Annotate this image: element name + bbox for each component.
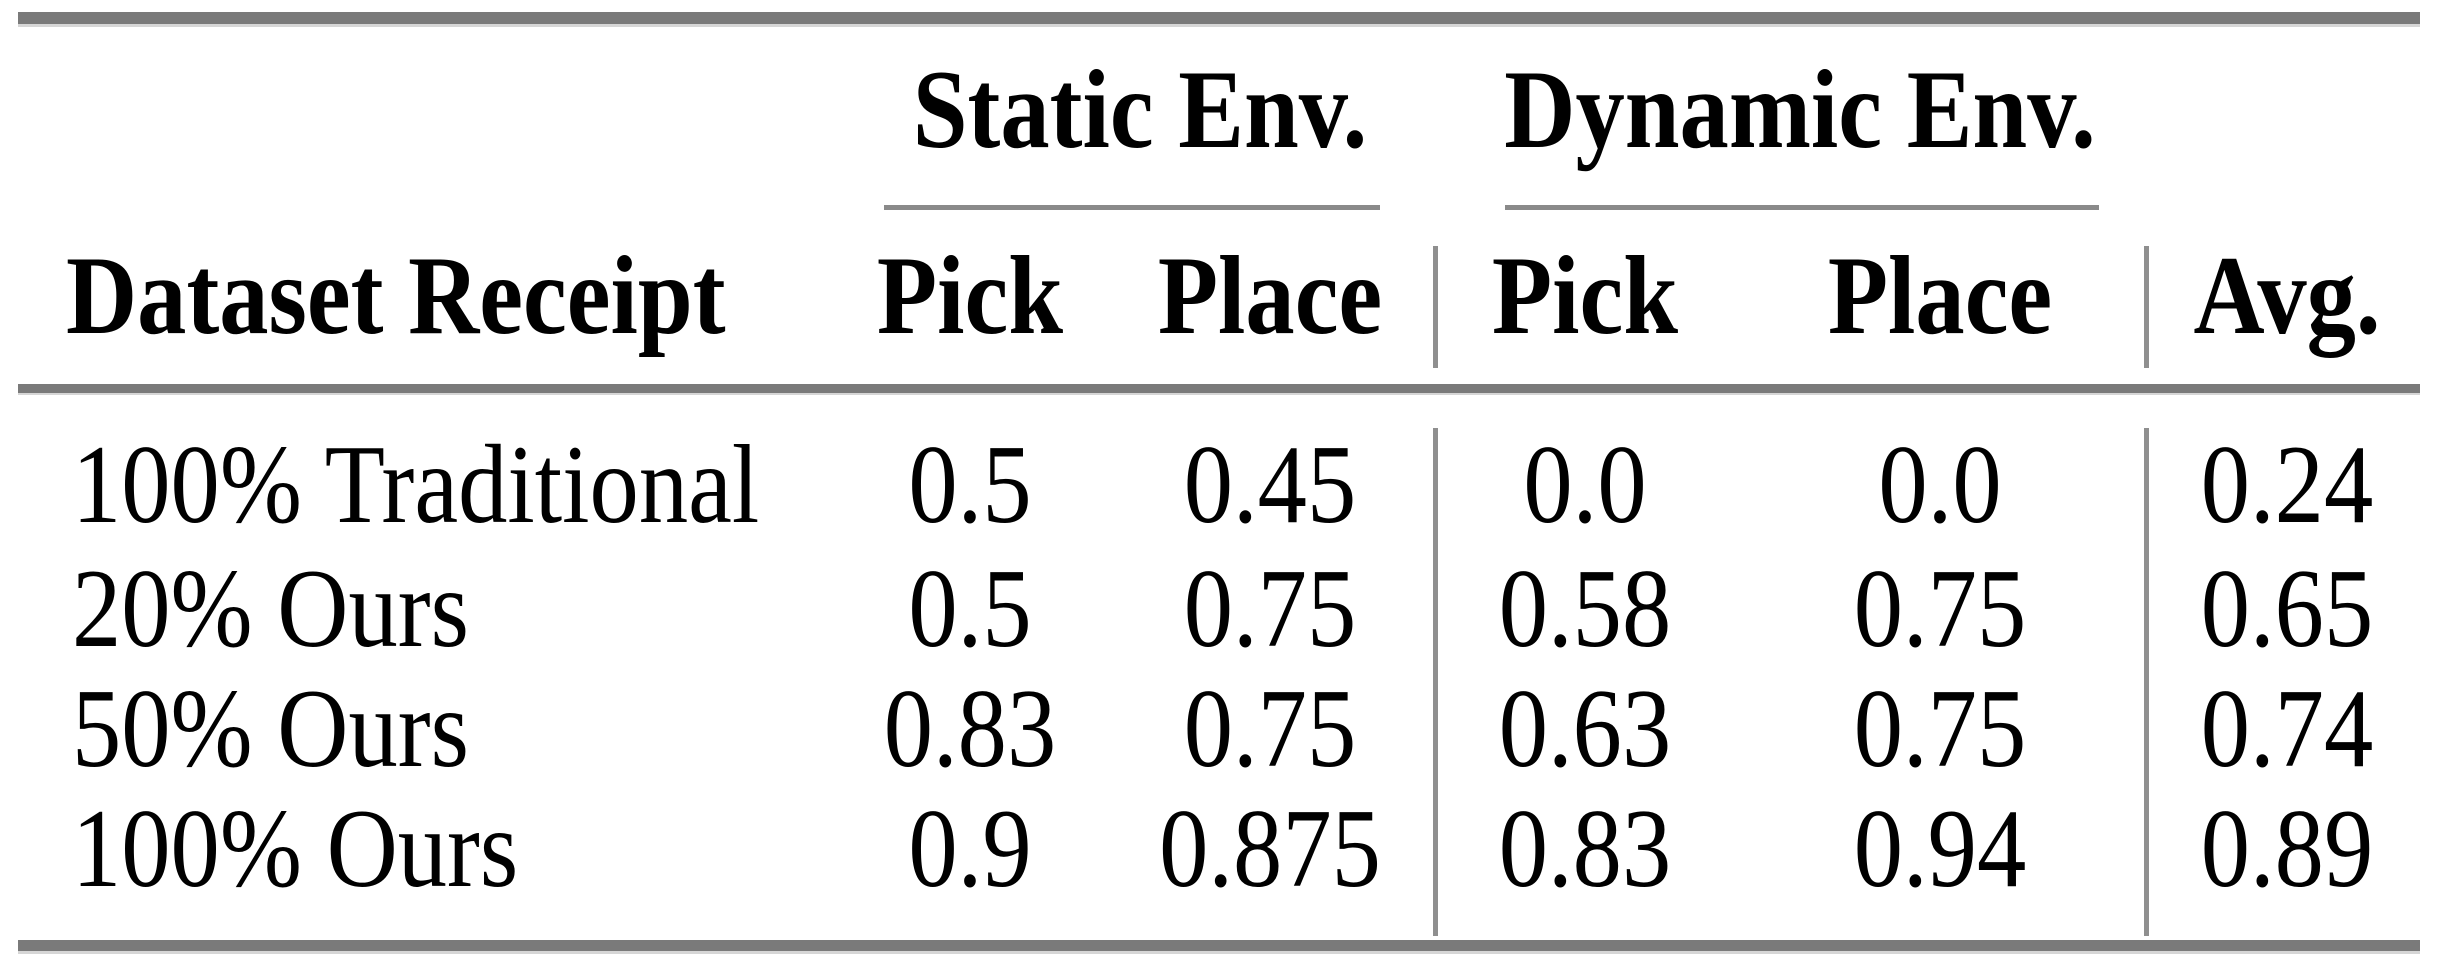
table-cell: 0.75 — [1853, 547, 2027, 671]
table-cell: 0.5 — [908, 547, 1032, 671]
table-cell: 0.5 — [908, 423, 1032, 547]
table-cell: 0.45 — [1183, 423, 1357, 547]
mid-rule — [18, 384, 2420, 393]
row-label: 20% Ours — [72, 547, 469, 671]
table-cell: 0.65 — [2200, 547, 2374, 671]
table-cell: 0.75 — [1183, 667, 1357, 791]
column-header-static-place: Place — [1157, 234, 1383, 358]
table-cell: 0.83 — [883, 667, 1057, 791]
column-separator-1-body — [1433, 428, 1438, 936]
table-cell: 0.89 — [2200, 787, 2374, 911]
column-header-dynamic-place: Place — [1827, 234, 2053, 358]
group-header-dynamic-env: Dynamic Env. — [1504, 48, 2096, 172]
table-cell: 0.94 — [1853, 787, 2027, 911]
top-rule-shadow — [18, 24, 2420, 27]
cmidrule-dynamic — [1505, 205, 2099, 210]
row-label: 100% Ours — [72, 787, 519, 911]
column-separator-2-header — [2144, 246, 2149, 368]
table-cell: 0.63 — [1498, 667, 1672, 791]
table-cell: 0.24 — [2200, 423, 2374, 547]
group-header-static-env: Static Env. — [912, 48, 1368, 172]
table-cell: 0.875 — [1159, 787, 1381, 911]
mid-rule-shadow — [18, 393, 2420, 395]
table-cell: 0.58 — [1498, 547, 1672, 671]
bottom-rule-shadow — [18, 951, 2420, 954]
column-header-static-pick: Pick — [876, 234, 1064, 358]
row-label: 100% Traditional — [72, 423, 760, 547]
column-header-dynamic-pick: Pick — [1491, 234, 1679, 358]
column-separator-2-body — [2144, 428, 2149, 936]
column-header-dataset-receipt: Dataset Receipt — [66, 234, 726, 358]
table-cell: 0.75 — [1183, 547, 1357, 671]
top-rule — [18, 12, 2420, 24]
row-label: 50% Ours — [72, 667, 469, 791]
table-cell: 0.83 — [1498, 787, 1672, 911]
cmidrule-static — [884, 205, 1380, 210]
column-header-avg: Avg. — [2193, 234, 2381, 358]
bottom-rule — [18, 940, 2420, 951]
table-cell: 0.9 — [908, 787, 1032, 911]
table-cell: 0.0 — [1878, 423, 2002, 547]
table-cell: 0.0 — [1523, 423, 1647, 547]
table-cell: 0.74 — [2200, 667, 2374, 791]
table-cell: 0.75 — [1853, 667, 2027, 791]
column-separator-1-header — [1433, 246, 1438, 368]
